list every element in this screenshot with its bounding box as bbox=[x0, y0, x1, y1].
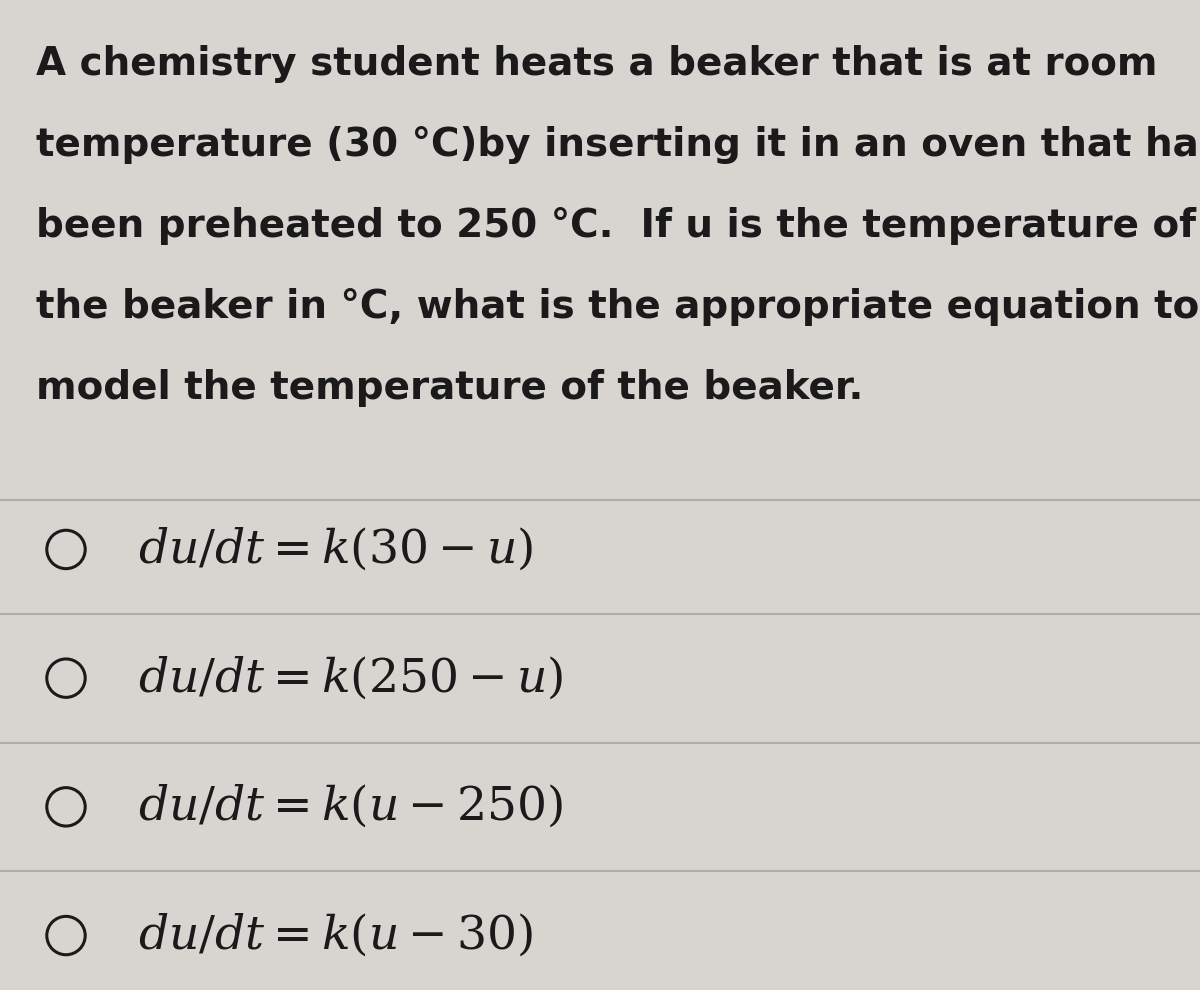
Text: $du/dt = k(u - 30)$: $du/dt = k(u - 30)$ bbox=[138, 912, 533, 959]
Text: model the temperature of the beaker.: model the temperature of the beaker. bbox=[36, 369, 863, 407]
Text: been preheated to 250 °C.  If u is the temperature of: been preheated to 250 °C. If u is the te… bbox=[36, 207, 1196, 245]
Text: the beaker in °C, what is the appropriate equation to: the beaker in °C, what is the appropriat… bbox=[36, 288, 1199, 326]
Text: $du/dt = k(250 - u)$: $du/dt = k(250 - u)$ bbox=[138, 654, 563, 702]
Text: $du/dt = k(30 - u)$: $du/dt = k(30 - u)$ bbox=[138, 526, 533, 573]
Text: A chemistry student heats a beaker that is at room: A chemistry student heats a beaker that … bbox=[36, 45, 1158, 82]
Text: temperature (30 °C)by inserting it in an oven that has: temperature (30 °C)by inserting it in an… bbox=[36, 126, 1200, 163]
Text: $du/dt = k(u - 250)$: $du/dt = k(u - 250)$ bbox=[138, 783, 563, 831]
